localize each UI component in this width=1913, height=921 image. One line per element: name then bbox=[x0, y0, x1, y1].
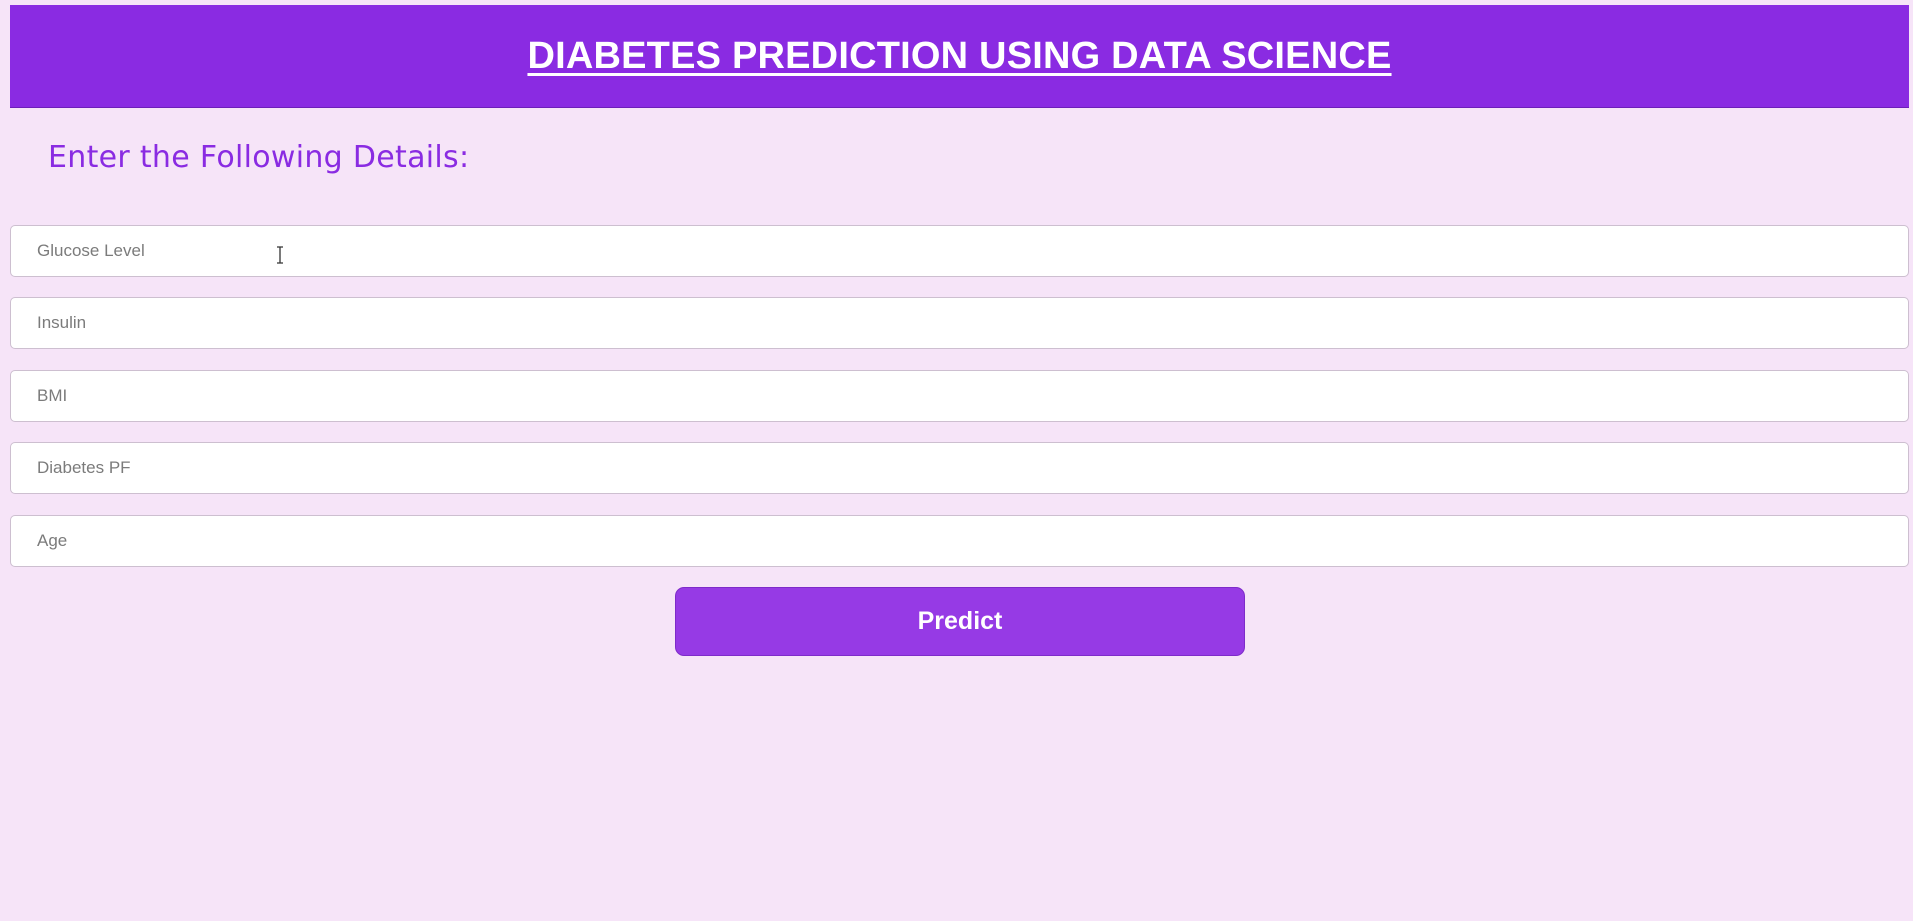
glucose-level-input[interactable] bbox=[10, 225, 1909, 277]
diabetes-pf-input[interactable] bbox=[10, 442, 1909, 494]
form-heading: Enter the Following Details: bbox=[48, 140, 470, 175]
insulin-input[interactable] bbox=[10, 297, 1909, 349]
predict-button[interactable]: Predict bbox=[675, 587, 1245, 656]
page-title: DIABETES PREDICTION USING DATA SCIENCE bbox=[527, 34, 1392, 77]
page-header: DIABETES PREDICTION USING DATA SCIENCE bbox=[10, 5, 1909, 108]
bmi-input[interactable] bbox=[10, 370, 1909, 422]
age-input[interactable] bbox=[10, 515, 1909, 567]
